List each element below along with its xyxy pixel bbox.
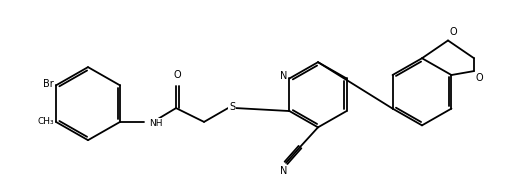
Text: N: N: [280, 72, 287, 82]
Text: O: O: [476, 73, 483, 83]
Text: Br: Br: [43, 79, 54, 89]
Text: S: S: [229, 102, 235, 112]
Text: NH: NH: [149, 119, 163, 128]
Text: CH₃: CH₃: [37, 117, 54, 126]
Text: O: O: [450, 27, 457, 36]
Text: O: O: [173, 70, 181, 80]
Text: N: N: [280, 166, 288, 176]
